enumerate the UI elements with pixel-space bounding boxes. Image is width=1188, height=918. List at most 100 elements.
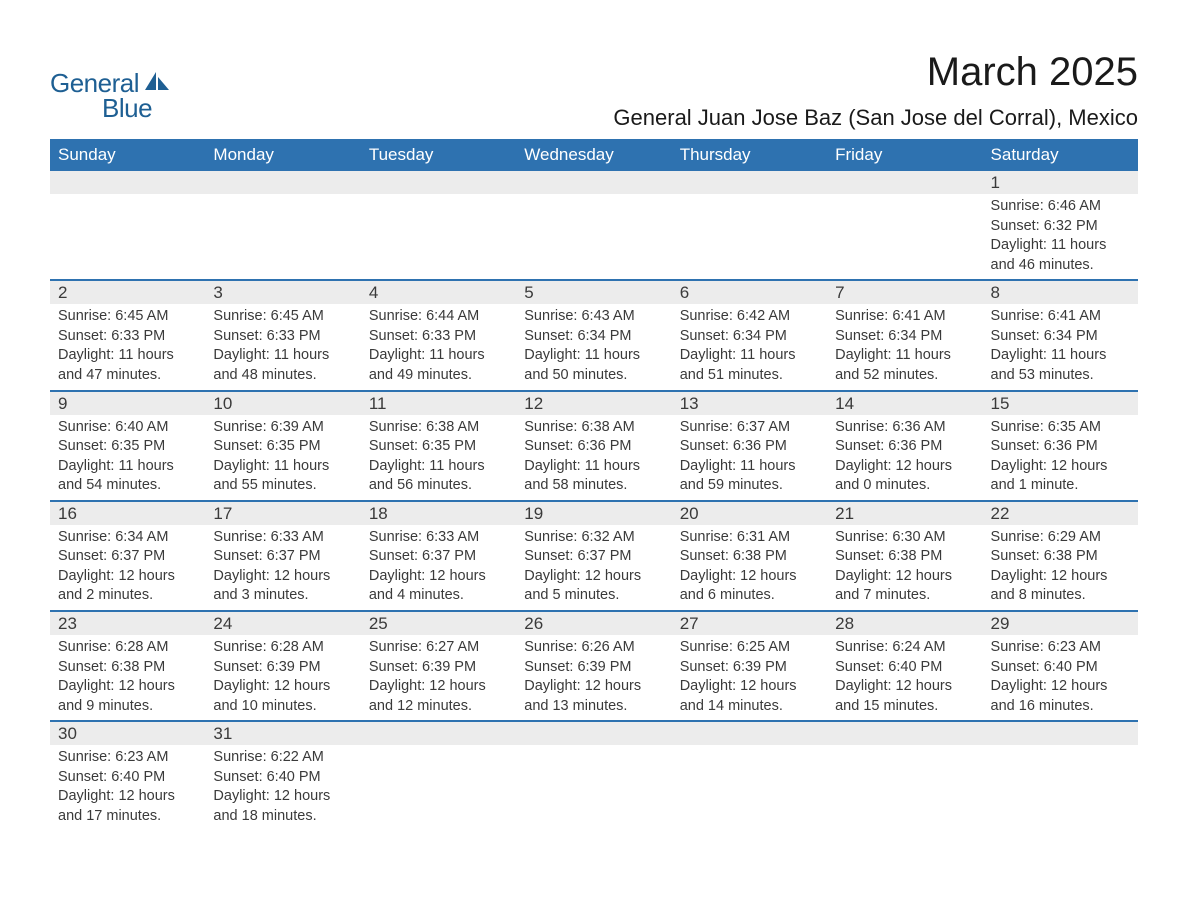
day-body: Sunrise: 6:33 AMSunset: 6:37 PMDaylight:… bbox=[205, 525, 360, 610]
daylight-text: Daylight: 12 hours and 15 minutes. bbox=[835, 677, 974, 716]
day-number: 12 bbox=[516, 392, 671, 415]
day-body: Sunrise: 6:24 AMSunset: 6:40 PMDaylight:… bbox=[827, 635, 982, 720]
day-number bbox=[205, 171, 360, 194]
day-cell bbox=[672, 722, 827, 830]
day-number: 21 bbox=[827, 502, 982, 525]
sunset-text: Sunset: 6:33 PM bbox=[369, 327, 508, 347]
daylight-text: Daylight: 11 hours and 52 minutes. bbox=[835, 346, 974, 385]
day-body: Sunrise: 6:41 AMSunset: 6:34 PMDaylight:… bbox=[827, 304, 982, 389]
day-cell: 27Sunrise: 6:25 AMSunset: 6:39 PMDayligh… bbox=[672, 612, 827, 720]
day-header-cell: Friday bbox=[827, 139, 982, 171]
day-number bbox=[50, 171, 205, 194]
sunset-text: Sunset: 6:39 PM bbox=[680, 658, 819, 678]
day-number: 5 bbox=[516, 281, 671, 304]
calendar: SundayMondayTuesdayWednesdayThursdayFrid… bbox=[50, 139, 1138, 831]
daylight-text: Daylight: 11 hours and 59 minutes. bbox=[680, 457, 819, 496]
day-body: Sunrise: 6:36 AMSunset: 6:36 PMDaylight:… bbox=[827, 415, 982, 500]
day-cell bbox=[516, 722, 671, 830]
day-number: 14 bbox=[827, 392, 982, 415]
day-body: Sunrise: 6:44 AMSunset: 6:33 PMDaylight:… bbox=[361, 304, 516, 389]
day-body bbox=[672, 745, 827, 823]
day-cell: 29Sunrise: 6:23 AMSunset: 6:40 PMDayligh… bbox=[983, 612, 1138, 720]
day-cell: 31Sunrise: 6:22 AMSunset: 6:40 PMDayligh… bbox=[205, 722, 360, 830]
daylight-text: Daylight: 12 hours and 14 minutes. bbox=[680, 677, 819, 716]
sunrise-text: Sunrise: 6:44 AM bbox=[369, 307, 508, 327]
sunset-text: Sunset: 6:32 PM bbox=[991, 217, 1130, 237]
day-header-cell: Saturday bbox=[983, 139, 1138, 171]
day-header-cell: Wednesday bbox=[516, 139, 671, 171]
day-header-cell: Sunday bbox=[50, 139, 205, 171]
day-body: Sunrise: 6:46 AMSunset: 6:32 PMDaylight:… bbox=[983, 194, 1138, 279]
daylight-text: Daylight: 12 hours and 10 minutes. bbox=[213, 677, 352, 716]
header: General Blue March 2025 General Juan Jos… bbox=[50, 50, 1138, 131]
sunrise-text: Sunrise: 6:29 AM bbox=[991, 528, 1130, 548]
day-number: 18 bbox=[361, 502, 516, 525]
sunset-text: Sunset: 6:35 PM bbox=[369, 437, 508, 457]
day-cell: 14Sunrise: 6:36 AMSunset: 6:36 PMDayligh… bbox=[827, 392, 982, 500]
day-cell: 3Sunrise: 6:45 AMSunset: 6:33 PMDaylight… bbox=[205, 281, 360, 389]
day-body bbox=[983, 745, 1138, 823]
day-body bbox=[827, 194, 982, 272]
day-number: 19 bbox=[516, 502, 671, 525]
sunrise-text: Sunrise: 6:33 AM bbox=[369, 528, 508, 548]
sunrise-text: Sunrise: 6:28 AM bbox=[213, 638, 352, 658]
day-cell: 1Sunrise: 6:46 AMSunset: 6:32 PMDaylight… bbox=[983, 171, 1138, 279]
day-body: Sunrise: 6:27 AMSunset: 6:39 PMDaylight:… bbox=[361, 635, 516, 720]
day-body bbox=[516, 745, 671, 823]
sunset-text: Sunset: 6:40 PM bbox=[213, 768, 352, 788]
sunrise-text: Sunrise: 6:33 AM bbox=[213, 528, 352, 548]
day-number: 15 bbox=[983, 392, 1138, 415]
day-number: 28 bbox=[827, 612, 982, 635]
day-number: 23 bbox=[50, 612, 205, 635]
sunrise-text: Sunrise: 6:36 AM bbox=[835, 418, 974, 438]
day-body bbox=[827, 745, 982, 823]
day-body bbox=[361, 194, 516, 272]
day-number: 20 bbox=[672, 502, 827, 525]
sunrise-text: Sunrise: 6:32 AM bbox=[524, 528, 663, 548]
sunset-text: Sunset: 6:39 PM bbox=[524, 658, 663, 678]
daylight-text: Daylight: 11 hours and 56 minutes. bbox=[369, 457, 508, 496]
daylight-text: Daylight: 12 hours and 12 minutes. bbox=[369, 677, 508, 716]
day-body: Sunrise: 6:23 AMSunset: 6:40 PMDaylight:… bbox=[983, 635, 1138, 720]
daylight-text: Daylight: 12 hours and 8 minutes. bbox=[991, 567, 1130, 606]
day-cell: 13Sunrise: 6:37 AMSunset: 6:36 PMDayligh… bbox=[672, 392, 827, 500]
day-body: Sunrise: 6:29 AMSunset: 6:38 PMDaylight:… bbox=[983, 525, 1138, 610]
sunset-text: Sunset: 6:36 PM bbox=[680, 437, 819, 457]
day-cell bbox=[672, 171, 827, 279]
sunrise-text: Sunrise: 6:40 AM bbox=[58, 418, 197, 438]
sunrise-text: Sunrise: 6:28 AM bbox=[58, 638, 197, 658]
daylight-text: Daylight: 12 hours and 1 minute. bbox=[991, 457, 1130, 496]
day-body: Sunrise: 6:39 AMSunset: 6:35 PMDaylight:… bbox=[205, 415, 360, 500]
day-body: Sunrise: 6:43 AMSunset: 6:34 PMDaylight:… bbox=[516, 304, 671, 389]
day-body: Sunrise: 6:34 AMSunset: 6:37 PMDaylight:… bbox=[50, 525, 205, 610]
daylight-text: Daylight: 12 hours and 13 minutes. bbox=[524, 677, 663, 716]
day-cell: 5Sunrise: 6:43 AMSunset: 6:34 PMDaylight… bbox=[516, 281, 671, 389]
day-body: Sunrise: 6:33 AMSunset: 6:37 PMDaylight:… bbox=[361, 525, 516, 610]
sunset-text: Sunset: 6:38 PM bbox=[991, 547, 1130, 567]
day-cell: 2Sunrise: 6:45 AMSunset: 6:33 PMDaylight… bbox=[50, 281, 205, 389]
daylight-text: Daylight: 11 hours and 48 minutes. bbox=[213, 346, 352, 385]
sunset-text: Sunset: 6:34 PM bbox=[680, 327, 819, 347]
sunset-text: Sunset: 6:40 PM bbox=[991, 658, 1130, 678]
sunset-text: Sunset: 6:37 PM bbox=[213, 547, 352, 567]
sunrise-text: Sunrise: 6:45 AM bbox=[213, 307, 352, 327]
sunset-text: Sunset: 6:36 PM bbox=[835, 437, 974, 457]
day-number: 10 bbox=[205, 392, 360, 415]
day-number: 7 bbox=[827, 281, 982, 304]
day-header-cell: Tuesday bbox=[361, 139, 516, 171]
logo: General Blue bbox=[50, 50, 171, 124]
day-body: Sunrise: 6:35 AMSunset: 6:36 PMDaylight:… bbox=[983, 415, 1138, 500]
sunrise-text: Sunrise: 6:45 AM bbox=[58, 307, 197, 327]
week-row: 9Sunrise: 6:40 AMSunset: 6:35 PMDaylight… bbox=[50, 390, 1138, 500]
sunset-text: Sunset: 6:37 PM bbox=[524, 547, 663, 567]
sunset-text: Sunset: 6:36 PM bbox=[524, 437, 663, 457]
logo-text-blue: Blue bbox=[102, 93, 152, 124]
sunset-text: Sunset: 6:36 PM bbox=[991, 437, 1130, 457]
day-cell bbox=[50, 171, 205, 279]
day-number bbox=[827, 722, 982, 745]
day-body: Sunrise: 6:38 AMSunset: 6:35 PMDaylight:… bbox=[361, 415, 516, 500]
sunset-text: Sunset: 6:40 PM bbox=[835, 658, 974, 678]
day-cell: 6Sunrise: 6:42 AMSunset: 6:34 PMDaylight… bbox=[672, 281, 827, 389]
sunset-text: Sunset: 6:33 PM bbox=[213, 327, 352, 347]
daylight-text: Daylight: 11 hours and 53 minutes. bbox=[991, 346, 1130, 385]
